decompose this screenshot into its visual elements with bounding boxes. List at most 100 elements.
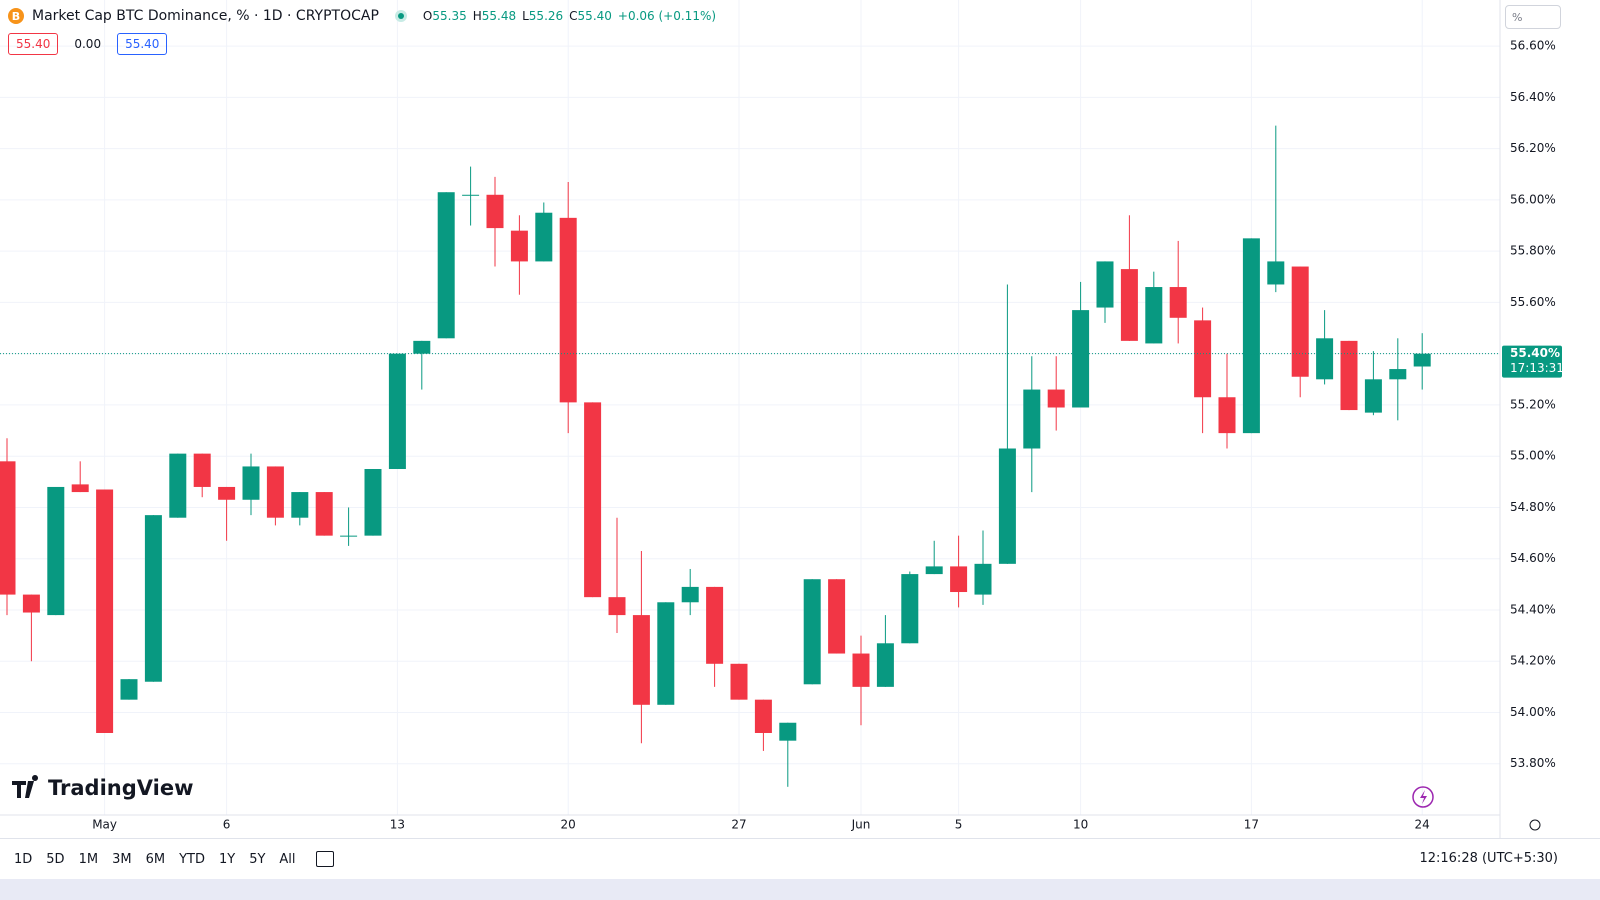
value-badge: 0.00 xyxy=(74,37,102,51)
ohlc-item: H55.48 xyxy=(473,9,516,23)
calendar-icon[interactable] xyxy=(315,851,334,867)
y-tick-label: 56.40% xyxy=(1510,90,1556,104)
x-tick-label: 13 xyxy=(390,818,405,832)
candle-body xyxy=(413,340,431,354)
y-tick-label: 56.20% xyxy=(1510,141,1556,155)
candle-body xyxy=(535,212,553,262)
y-tick-label: 56.60% xyxy=(1510,39,1556,53)
y-tick-label: 56.00% xyxy=(1510,192,1556,206)
candle-body xyxy=(340,535,358,537)
status-dot xyxy=(394,10,407,22)
candle-body xyxy=(706,586,724,664)
ohlc-value: 55.35 xyxy=(432,9,467,23)
range-button[interactable]: 5Y xyxy=(249,851,266,867)
bottom-strip xyxy=(0,879,1600,900)
clock: 12:16:28 (UTC+5:30) xyxy=(1419,851,1558,866)
candle-body xyxy=(1096,261,1114,308)
candle-body xyxy=(1242,238,1260,434)
range-button[interactable]: 1Y xyxy=(218,851,236,867)
logo: TradingView xyxy=(12,775,193,800)
ohlc-value: 55.48 xyxy=(481,9,517,23)
range-button[interactable]: All xyxy=(279,851,296,867)
range-button[interactable]: 3M xyxy=(112,851,132,867)
candle-body xyxy=(388,353,406,470)
x-tick-label: May xyxy=(92,818,117,832)
y-tick-label: 55.00% xyxy=(1510,449,1556,463)
candle-body xyxy=(0,461,16,595)
last-price-label: 55.40% xyxy=(1510,346,1560,360)
candle-body xyxy=(1316,338,1334,380)
ohlc-label: H xyxy=(472,9,482,23)
candle-body xyxy=(1145,287,1163,344)
candle-body xyxy=(1023,389,1041,449)
x-tick-label: 27 xyxy=(731,818,746,832)
candle-body xyxy=(632,615,650,705)
symbol-title[interactable]: Market Cap BTC Dominance, % · 1D · CRYPT… xyxy=(32,8,379,24)
range-button[interactable]: 1M xyxy=(78,851,99,867)
candle-body xyxy=(1120,269,1138,341)
last-price-box xyxy=(1502,345,1562,378)
x-tick-label: 17 xyxy=(1244,818,1259,832)
countdown: 17:13:31 xyxy=(1510,361,1564,375)
value-badge: 55.40 xyxy=(8,33,59,55)
alert-icon-bolt xyxy=(1420,790,1427,804)
candle-body xyxy=(1291,266,1309,377)
candle-body xyxy=(71,484,89,493)
y-tick-label: 54.60% xyxy=(1510,551,1556,565)
ohlc-item: L55.26 xyxy=(522,9,563,23)
range-button[interactable]: YTD xyxy=(179,851,205,867)
scale-mode[interactable]: % xyxy=(1505,5,1561,29)
candle-body xyxy=(803,579,821,685)
badges: 55.40 0.00 55.40 xyxy=(8,33,168,55)
candle-body xyxy=(486,194,504,229)
y-tick-label: 54.00% xyxy=(1510,705,1556,719)
ohlc-item: C55.40 xyxy=(569,9,612,23)
y-tick-label: 54.80% xyxy=(1510,500,1556,514)
range-button[interactable]: 1D xyxy=(14,851,33,867)
ohlc-value: 55.26 xyxy=(528,9,564,23)
candle-body xyxy=(120,679,138,700)
candle-body xyxy=(559,217,577,403)
candle-body xyxy=(96,489,114,733)
candle-body xyxy=(1047,389,1065,408)
y-tick-label: 54.20% xyxy=(1510,654,1556,668)
ohlc: O55.35 H55.48 L55.26 C55.40 +0.06 (+0.11%) xyxy=(423,9,716,23)
y-tick-label: 55.60% xyxy=(1510,295,1556,309)
candle-body xyxy=(828,579,846,654)
candle-body xyxy=(510,230,528,262)
candle-body xyxy=(1389,369,1407,380)
candle-body xyxy=(364,469,382,536)
candle-body xyxy=(584,402,602,598)
settings-icon[interactable] xyxy=(1529,819,1541,831)
x-tick-label: 10 xyxy=(1073,818,1088,832)
y-tick-label: 53.80% xyxy=(1510,756,1556,770)
candle-body xyxy=(1364,379,1382,413)
ohlc-value: 55.40 xyxy=(577,9,612,23)
candle-body xyxy=(22,594,40,613)
candle-body xyxy=(193,453,211,487)
candle-body xyxy=(462,194,480,196)
ohlc-item: O55.35 xyxy=(423,9,467,23)
ohlc-label: C xyxy=(569,9,578,23)
candle-body xyxy=(1169,287,1187,318)
candle-body xyxy=(681,586,699,603)
candle-body xyxy=(437,192,455,339)
value-badge: 55.40 xyxy=(117,33,168,55)
range-button[interactable]: 5D xyxy=(46,851,65,867)
candle-body xyxy=(754,699,772,733)
y-tick-label: 55.80% xyxy=(1510,244,1556,258)
range-button[interactable]: 6M xyxy=(145,851,166,867)
candle-body xyxy=(1267,261,1285,285)
candle-body xyxy=(218,486,236,500)
candle-body xyxy=(925,566,943,575)
candle-body xyxy=(657,602,675,705)
x-tick-label: 20 xyxy=(561,818,576,832)
ohlc-label: O xyxy=(422,9,433,23)
candle-body xyxy=(852,653,870,687)
candle-body xyxy=(315,492,333,536)
alert-icon[interactable] xyxy=(1412,786,1434,808)
x-tick-label: 6 xyxy=(223,818,231,832)
y-tick-label: 55.20% xyxy=(1510,397,1556,411)
y-tick-label: 54.40% xyxy=(1510,602,1556,616)
